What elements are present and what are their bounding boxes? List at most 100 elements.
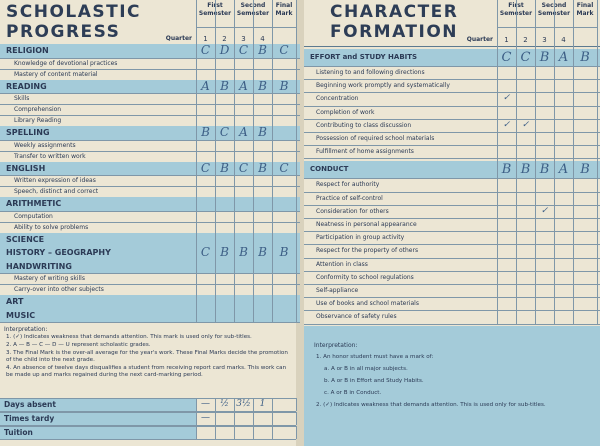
item-label: Completion of work xyxy=(316,108,375,116)
rule xyxy=(0,425,296,426)
grade: C xyxy=(238,160,249,175)
rule xyxy=(0,439,296,440)
interpretation-note: 2. (✓) Indicates weakness that demands a… xyxy=(316,401,546,408)
subject-name: ART xyxy=(6,297,24,306)
rule xyxy=(304,323,600,325)
item-label: Consideration for others xyxy=(316,207,389,215)
rule xyxy=(196,27,296,28)
interpretation-note: 1. (✓) Indicates weakness that demands a… xyxy=(6,334,252,340)
interpretation-note: 3. The Final Mark is the over-all averag… xyxy=(6,350,288,363)
semester-header: Final Mark xyxy=(275,2,293,17)
interpretation-box xyxy=(304,325,600,446)
item-label: Knowledge of devotional practices xyxy=(14,59,118,67)
rule xyxy=(296,0,297,322)
subject-band xyxy=(0,308,300,322)
quarter-label: Quarter xyxy=(466,36,493,43)
grade: A xyxy=(239,78,248,93)
subject-band xyxy=(0,232,300,246)
grade: C xyxy=(520,50,531,65)
rule xyxy=(0,273,300,274)
grade: B xyxy=(580,162,590,178)
rule xyxy=(0,426,296,427)
quarter-label: Quarter xyxy=(165,35,192,42)
subject-band xyxy=(0,259,300,273)
item-label: Respect for the property of others xyxy=(316,247,419,255)
subject-band xyxy=(0,295,300,309)
attendance-label: Tuition xyxy=(4,428,33,437)
attendance-value: — xyxy=(201,413,210,423)
rule xyxy=(497,27,597,28)
subject-band xyxy=(0,44,300,58)
rule xyxy=(0,186,300,187)
rule xyxy=(0,139,300,141)
rule xyxy=(196,398,197,411)
rule xyxy=(196,412,197,425)
rule xyxy=(304,79,600,81)
rule xyxy=(0,284,300,285)
subject-name: SPELLING xyxy=(6,128,50,137)
item-label: Neatness in personal appearance xyxy=(316,221,417,228)
subject-band xyxy=(0,79,300,93)
rule xyxy=(296,412,297,425)
grade: A xyxy=(201,78,210,93)
item-label: Beginning work promptly and systematical… xyxy=(316,82,450,90)
item-label: Participation in group activity xyxy=(316,234,405,242)
item-label: Observance of safety rules xyxy=(316,313,397,321)
subject-band xyxy=(0,126,300,140)
rule xyxy=(234,0,235,322)
rule xyxy=(215,412,216,425)
grade: B xyxy=(258,43,267,57)
item-label: Mastery of content material xyxy=(14,70,98,78)
grade: ✓ xyxy=(502,119,511,130)
rule xyxy=(554,0,555,324)
rule xyxy=(296,426,297,439)
grade: B xyxy=(220,78,229,93)
item-label: Listening to and following directions xyxy=(316,69,425,76)
item-label: Respect for authority xyxy=(316,181,380,189)
rule xyxy=(304,118,600,120)
rule xyxy=(215,426,216,439)
grade: B xyxy=(580,50,590,65)
rule xyxy=(573,0,574,324)
grade: C xyxy=(219,125,230,139)
rule xyxy=(272,426,273,439)
rule xyxy=(304,158,600,160)
rule xyxy=(304,218,600,219)
subject-band xyxy=(304,49,600,66)
attendance-value: 3½ xyxy=(236,399,251,409)
grade: B xyxy=(520,162,531,178)
interpretation-note: 1. An honor student must have a mark of: xyxy=(316,353,434,360)
attendance-label: Times tardy xyxy=(4,414,55,423)
grade: B xyxy=(220,160,229,175)
rule xyxy=(253,0,254,322)
item-label: Possession of required school materials xyxy=(316,135,435,142)
item-label: Library Reading xyxy=(14,117,62,124)
rule xyxy=(0,150,300,152)
rule xyxy=(234,426,235,439)
item-label: Fulfillment of home assignments xyxy=(316,148,414,156)
rule xyxy=(0,115,300,116)
rule xyxy=(0,411,296,412)
page-title: CHARACTER xyxy=(330,2,459,22)
grade: ✓ xyxy=(540,205,549,216)
grade: B xyxy=(239,245,248,259)
item-label: Mastery of writing skills xyxy=(14,275,85,282)
rule xyxy=(304,191,600,193)
grade: C xyxy=(238,43,249,57)
subject-name: MUSIC xyxy=(6,310,36,320)
rule xyxy=(215,398,216,411)
grade: C xyxy=(279,160,289,175)
page-title: PROGRESS xyxy=(6,22,121,42)
item-label: Conformity to school regulations xyxy=(316,273,414,281)
grade: ✓ xyxy=(502,93,511,104)
grade: B xyxy=(539,50,550,65)
rule xyxy=(234,398,235,411)
attendance-label: Days absent xyxy=(4,400,56,409)
rule xyxy=(304,244,600,246)
grade: C xyxy=(200,245,211,259)
rule xyxy=(304,105,600,107)
rule xyxy=(0,412,296,413)
item-label: Transfer to written work xyxy=(14,152,86,160)
rule xyxy=(304,132,600,133)
attendance-value: 1 xyxy=(259,399,266,409)
